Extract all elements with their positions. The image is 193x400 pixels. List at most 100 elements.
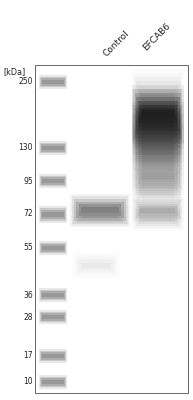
- Bar: [134, 73, 183, 127]
- Bar: [40, 290, 66, 300]
- Bar: [132, 155, 184, 156]
- Bar: [132, 138, 184, 140]
- Bar: [40, 208, 66, 220]
- Bar: [142, 188, 174, 190]
- Bar: [142, 160, 174, 162]
- Bar: [41, 78, 65, 86]
- Bar: [40, 176, 66, 186]
- Bar: [142, 198, 174, 199]
- Bar: [132, 102, 184, 104]
- Bar: [132, 204, 184, 205]
- Bar: [142, 159, 174, 161]
- Bar: [82, 214, 118, 218]
- Bar: [134, 105, 183, 141]
- Bar: [132, 124, 184, 126]
- Bar: [132, 206, 184, 207]
- Bar: [132, 140, 184, 166]
- Bar: [142, 141, 174, 142]
- Bar: [81, 262, 111, 268]
- Bar: [42, 354, 64, 358]
- Bar: [138, 86, 178, 114]
- Text: 55: 55: [23, 244, 33, 252]
- Bar: [80, 212, 120, 220]
- Bar: [139, 155, 177, 163]
- Bar: [41, 244, 65, 252]
- Bar: [142, 156, 174, 157]
- Bar: [74, 254, 118, 276]
- Bar: [72, 251, 120, 279]
- Bar: [142, 112, 174, 113]
- Bar: [138, 204, 178, 216]
- Bar: [142, 158, 174, 160]
- Bar: [139, 116, 177, 130]
- Bar: [73, 207, 127, 225]
- Bar: [132, 113, 184, 149]
- Bar: [142, 150, 174, 151]
- Bar: [132, 211, 184, 212]
- Bar: [141, 94, 175, 106]
- Bar: [132, 152, 184, 178]
- Bar: [135, 208, 181, 228]
- Bar: [40, 143, 66, 153]
- Bar: [142, 136, 174, 137]
- Bar: [135, 93, 181, 135]
- Bar: [142, 199, 174, 200]
- Bar: [142, 137, 174, 138]
- Bar: [142, 95, 174, 96]
- Bar: [132, 118, 184, 120]
- Text: [kDa]: [kDa]: [3, 68, 25, 76]
- Bar: [132, 142, 184, 143]
- Bar: [142, 110, 174, 112]
- Bar: [132, 186, 184, 188]
- Bar: [135, 182, 181, 202]
- Bar: [142, 157, 174, 158]
- Bar: [142, 108, 174, 109]
- Bar: [142, 128, 174, 129]
- Bar: [132, 120, 184, 121]
- Bar: [132, 172, 184, 198]
- Bar: [142, 168, 174, 169]
- Bar: [142, 182, 174, 183]
- Bar: [141, 162, 175, 168]
- Text: 95: 95: [23, 176, 33, 186]
- Bar: [141, 182, 175, 188]
- Bar: [132, 94, 184, 95]
- Text: 72: 72: [23, 210, 33, 218]
- Bar: [142, 145, 174, 147]
- Bar: [142, 171, 174, 172]
- Text: 17: 17: [23, 352, 33, 360]
- Bar: [132, 114, 184, 115]
- Bar: [142, 166, 174, 168]
- Bar: [142, 222, 174, 224]
- Bar: [142, 225, 174, 226]
- Bar: [132, 113, 184, 114]
- Bar: [142, 120, 174, 121]
- Bar: [142, 89, 174, 91]
- Bar: [132, 197, 184, 223]
- Bar: [132, 192, 184, 193]
- Bar: [132, 99, 184, 100]
- Bar: [142, 170, 174, 171]
- Bar: [132, 180, 184, 182]
- Bar: [142, 191, 174, 192]
- Bar: [132, 123, 184, 124]
- Bar: [142, 206, 174, 207]
- Bar: [74, 199, 126, 221]
- Bar: [134, 181, 183, 203]
- Bar: [132, 190, 184, 191]
- Bar: [134, 167, 183, 189]
- Bar: [136, 210, 180, 226]
- Bar: [132, 128, 184, 129]
- Bar: [132, 225, 184, 226]
- Text: 10: 10: [23, 378, 33, 386]
- Bar: [132, 145, 184, 147]
- Bar: [142, 224, 174, 225]
- Bar: [35, 65, 188, 393]
- Bar: [142, 149, 174, 150]
- Bar: [40, 351, 66, 361]
- Bar: [132, 193, 184, 194]
- Bar: [138, 159, 178, 171]
- Bar: [132, 187, 184, 189]
- Bar: [132, 171, 184, 172]
- Bar: [132, 158, 184, 184]
